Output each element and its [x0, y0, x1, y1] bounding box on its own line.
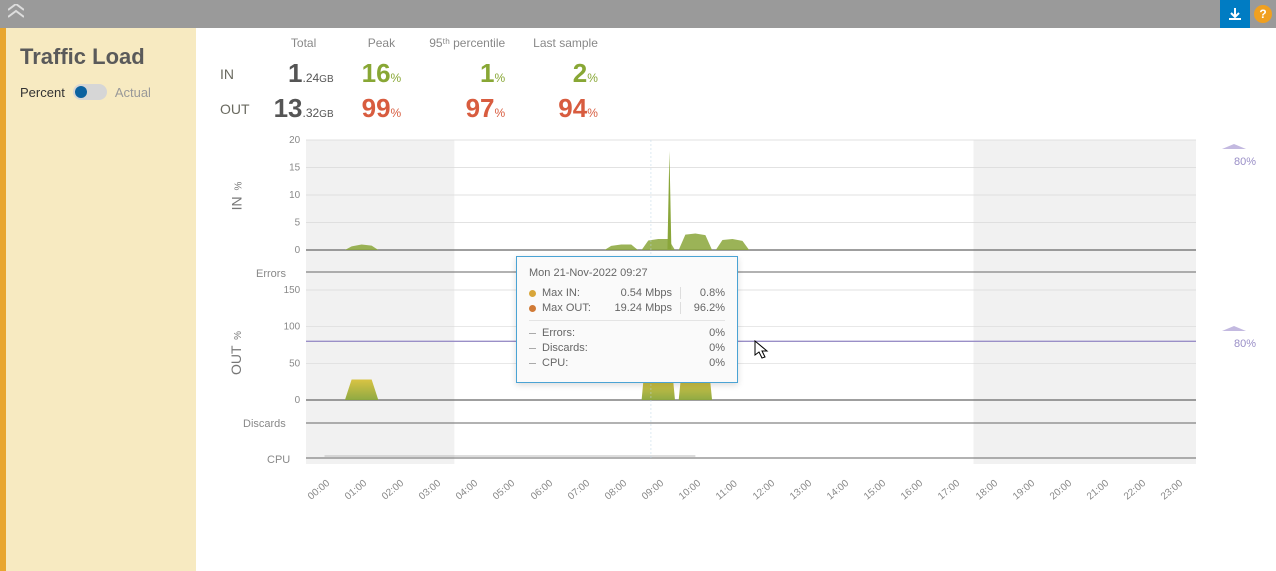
hover-tooltip: Mon 21-Nov-2022 09:27 Max IN:0.54 Mbps0.…	[516, 256, 738, 383]
svg-text:10: 10	[289, 190, 300, 201]
col-p95: 95ᵗʰ percentile	[415, 36, 519, 56]
out-last: 94%	[519, 91, 612, 126]
summary-stats: Total Peak 95ᵗʰ percentile Last sample I…	[220, 36, 1256, 126]
in-80-marker: 80%	[1234, 156, 1256, 168]
svg-text:20: 20	[289, 135, 300, 146]
out-80-marker-arrow	[1222, 326, 1246, 331]
download-button[interactable]	[1220, 0, 1250, 28]
col-last: Last sample	[519, 36, 612, 56]
help-button[interactable]: ?	[1250, 0, 1276, 28]
out-total: 13.32GB	[260, 91, 348, 126]
discards-lane-label: Discards	[243, 418, 286, 430]
tooltip-date: Mon 21-Nov-2022 09:27	[529, 267, 725, 279]
out-p95: 97%	[415, 91, 519, 126]
out-axis-label: OUT %	[228, 331, 244, 375]
svg-text:50: 50	[289, 358, 300, 369]
top-bar: ?	[0, 0, 1276, 28]
svg-text:5: 5	[295, 217, 301, 228]
in-axis-label: IN %	[228, 182, 244, 211]
in-peak: 16%	[348, 56, 416, 91]
row-in-label: IN	[220, 56, 260, 91]
svg-text:0: 0	[295, 395, 301, 406]
out-80-marker: 80%	[1234, 338, 1256, 350]
in-p95: 1%	[415, 56, 519, 91]
svg-text:15: 15	[289, 162, 300, 173]
in-last: 2%	[519, 56, 612, 91]
svg-text:0: 0	[295, 245, 301, 256]
cpu-lane-label: CPU	[267, 454, 290, 466]
col-peak: Peak	[348, 36, 416, 56]
view-mode-toggle[interactable]	[73, 84, 107, 100]
in-80-marker-arrow	[1222, 144, 1246, 149]
collapse-icon[interactable]	[8, 4, 24, 23]
traffic-chart[interactable]: IN % OUT % Errors Discards CPU 80% 80% 0…	[216, 140, 1256, 520]
sidebar: Traffic Load Percent Actual	[6, 28, 196, 571]
page-title: Traffic Load	[20, 44, 182, 70]
out-peak: 99%	[348, 91, 416, 126]
toggle-label-percent: Percent	[20, 85, 65, 100]
row-out-label: OUT	[220, 91, 260, 126]
x-axis-ticks: 00:0001:0002:0003:0004:0005:0006:0007:00…	[306, 480, 1196, 510]
plot-area[interactable]: 05101520050100150	[306, 140, 1196, 470]
errors-lane-label: Errors	[256, 268, 286, 280]
main-content: Total Peak 95ᵗʰ percentile Last sample I…	[196, 28, 1276, 571]
svg-text:150: 150	[284, 285, 301, 296]
in-total: 1.24GB	[260, 56, 348, 91]
view-mode-toggle-row: Percent Actual	[20, 84, 182, 100]
col-total: Total	[260, 36, 348, 56]
svg-text:100: 100	[284, 322, 301, 333]
toggle-label-actual: Actual	[115, 85, 151, 100]
